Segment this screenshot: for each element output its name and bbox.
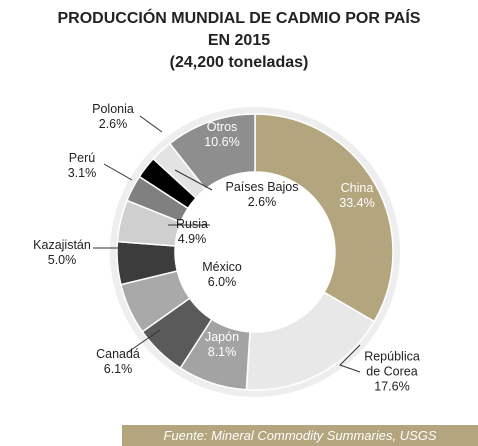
slice-label: Canadá 6.1% xyxy=(78,347,158,377)
value-label: 2.6% xyxy=(98,117,128,131)
donut-hole xyxy=(175,172,335,332)
value-label: 5.0% xyxy=(47,253,77,267)
category-label: Canadá xyxy=(96,347,140,361)
slice-label: China 33.4% xyxy=(317,181,397,211)
chart-note: (24,200 toneladas) xyxy=(169,54,309,71)
category-label: China xyxy=(340,181,374,195)
leader-line xyxy=(174,169,213,191)
value-label: 6.1% xyxy=(103,362,133,376)
category-label: México xyxy=(202,260,242,274)
category-label: Perú xyxy=(68,151,96,165)
source: Fuente: Mineral Commodity Summaries, USG… xyxy=(122,425,478,446)
chart-subtitle: EN 2015 xyxy=(207,32,271,49)
value-label: 4.9% xyxy=(177,232,207,246)
slice-label: Otros 10.6% xyxy=(182,120,262,150)
category-label: República de Corea xyxy=(364,349,420,379)
value-label: 8.1% xyxy=(207,345,237,359)
category-label: Otros xyxy=(206,120,238,134)
value-label: 10.6% xyxy=(204,135,240,149)
value-label: 3.1% xyxy=(67,166,97,180)
value-label: 6.0% xyxy=(207,275,237,289)
slice-label: Países Bajos 2.6% xyxy=(212,180,312,210)
category-label: Polonia xyxy=(92,102,134,116)
leader-line xyxy=(339,344,361,373)
value-label: 33.4% xyxy=(339,196,375,210)
slice-label: México 6.0% xyxy=(182,260,262,290)
category-label: Países Bajos xyxy=(225,180,299,194)
slice-label: Perú 3.1% xyxy=(42,151,122,181)
slice-label: Rusia 4.9% xyxy=(152,217,232,247)
leader-line xyxy=(139,115,163,133)
chart-title: PRODUCCIÓN MUNDIAL DE CADMIO POR PAÍS xyxy=(57,10,421,27)
value-label: 2.6% xyxy=(247,195,277,209)
category-label: Kazajistán xyxy=(33,238,91,252)
category-label: Rusia xyxy=(176,217,208,231)
slice-label: República de Corea 17.6% xyxy=(357,350,427,395)
leader-line xyxy=(127,329,161,353)
donut-slice xyxy=(168,113,256,191)
value-label: 17.6% xyxy=(374,379,410,394)
category-label: Japón xyxy=(204,330,240,344)
slice-label: Kazajistán 5.0% xyxy=(17,238,107,268)
slice-label: Japón 8.1% xyxy=(182,330,262,360)
slice-label: Polonia 2.6% xyxy=(73,102,153,132)
leader-line xyxy=(103,163,133,181)
